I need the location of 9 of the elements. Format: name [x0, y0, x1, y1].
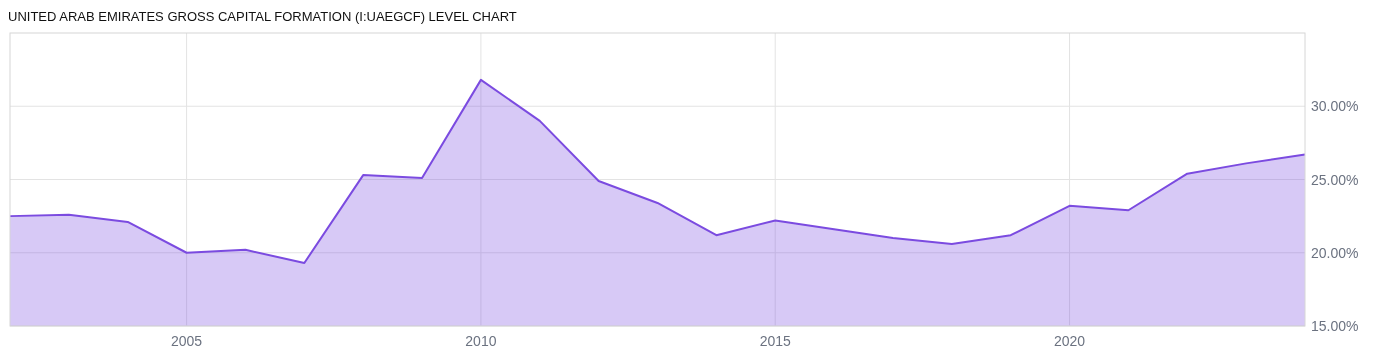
- x-tick-label: 2005: [171, 333, 203, 349]
- x-tick-label: 2015: [759, 333, 792, 349]
- y-tick-label: 25.00%: [1311, 171, 1359, 188]
- chart-title: UNITED ARAB EMIRATES GROSS CAPITAL FORMATION (I:UAEGCF) LEVEL CHART: [8, 9, 517, 24]
- x-tick-label: 2010: [465, 333, 497, 349]
- y-tick-label: 30.00%: [1311, 98, 1359, 115]
- y-tick-label: 15.00%: [1311, 318, 1359, 334]
- x-tick-label: 2020: [1053, 333, 1086, 349]
- y-tick-label: 20.00%: [1311, 244, 1359, 261]
